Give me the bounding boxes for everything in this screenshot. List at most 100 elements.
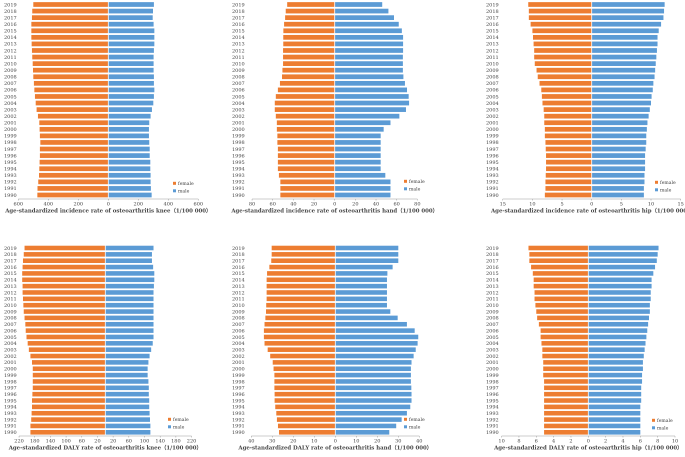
year-label: 1993	[232, 173, 245, 179]
male-bar	[334, 179, 391, 185]
female-bar	[39, 153, 109, 158]
x-axis-title: Age-standardized DALY rate of osteoarthr…	[237, 444, 432, 452]
year-label: 2005	[4, 335, 17, 341]
legend-swatch-male	[652, 426, 655, 430]
male-bar	[335, 347, 416, 352]
male-bar	[591, 107, 650, 112]
female-bar	[32, 8, 109, 14]
male-bar	[105, 430, 151, 435]
year-label: 2001	[486, 121, 499, 127]
male-bar	[105, 385, 149, 391]
male-bar	[588, 430, 641, 435]
male-bar	[588, 277, 652, 283]
female-bar	[36, 107, 109, 112]
year-label: 1992	[232, 417, 245, 423]
year-label: 2015	[232, 29, 245, 35]
year-label: 2016	[4, 22, 17, 28]
female-bar	[22, 296, 106, 302]
year-label: 2000	[4, 367, 17, 373]
year-label: 1991	[486, 424, 499, 430]
male-bar	[108, 159, 151, 165]
male-bar	[108, 15, 153, 21]
chart-2: 1990199119921993199419951996199719981999…	[230, 1, 438, 215]
male-bar	[591, 74, 655, 80]
female-bar	[532, 34, 592, 40]
male-bar	[334, 94, 409, 99]
x-tick-label: 180	[30, 439, 40, 445]
year-label: 2000	[486, 367, 499, 373]
male-bar	[591, 28, 659, 34]
male-bar	[591, 54, 657, 60]
year-label: 1995	[486, 160, 499, 166]
male-bar	[591, 113, 649, 119]
male-bar	[105, 360, 149, 365]
male-bar	[588, 379, 643, 384]
female-bar	[544, 417, 589, 422]
female-bar	[532, 28, 592, 34]
female-bar	[31, 417, 106, 422]
male-bar	[588, 423, 641, 429]
male-bar	[588, 341, 646, 346]
year-label: 2009	[232, 309, 245, 315]
male-bar	[588, 283, 652, 289]
x-tick-label: 20	[110, 439, 116, 445]
legend-label-male: male	[409, 186, 421, 192]
female-bar	[534, 296, 589, 302]
year-label: 2003	[486, 107, 499, 113]
male-bar	[591, 61, 656, 66]
female-bar	[540, 328, 589, 333]
year-label: 2012	[486, 48, 499, 54]
year-label: 2017	[4, 15, 17, 21]
year-label: 1994	[4, 405, 17, 411]
male-bar	[335, 379, 411, 384]
female-bar	[26, 334, 106, 340]
male-bar	[591, 67, 656, 73]
x-tick-label: 4	[621, 439, 624, 445]
male-bar	[105, 379, 149, 384]
legend-label-male: male	[409, 424, 421, 430]
male-bar	[108, 67, 154, 73]
year-label: 2012	[232, 290, 245, 296]
male-bar	[108, 100, 154, 106]
year-label: 1990	[486, 193, 499, 199]
year-label: 2014	[486, 278, 499, 284]
female-bar	[545, 179, 592, 185]
female-bar	[534, 54, 592, 60]
male-bar	[105, 398, 150, 403]
female-bar	[33, 74, 109, 80]
male-bar	[105, 258, 152, 263]
x-axis-title: Age-standardized incidence rate of osteo…	[4, 207, 211, 215]
male-bar	[591, 87, 653, 93]
year-label: 1992	[486, 180, 499, 186]
female-bar	[31, 15, 109, 21]
female-bar	[545, 186, 592, 191]
male-bar	[335, 385, 412, 391]
year-label: 2013	[232, 42, 245, 48]
male-bar	[105, 252, 152, 257]
female-bar	[528, 15, 592, 21]
male-bar	[591, 8, 665, 14]
year-label: 2012	[4, 48, 17, 54]
male-bar	[334, 146, 381, 152]
year-label: 2011	[486, 55, 499, 61]
male-bar	[105, 296, 154, 302]
year-label: 2009	[486, 309, 499, 315]
year-label: 2001	[486, 360, 499, 366]
female-bar	[39, 172, 109, 178]
female-bar	[275, 404, 336, 410]
year-label: 2003	[232, 347, 245, 353]
female-bar	[37, 192, 109, 198]
female-bar	[31, 41, 109, 47]
female-bar	[34, 87, 109, 93]
year-label: 2010	[486, 61, 499, 67]
year-label: 1991	[232, 186, 245, 192]
male-bar	[334, 113, 400, 119]
male-bar	[108, 126, 149, 132]
female-bar	[266, 309, 336, 314]
x-tick-label: 60	[270, 202, 276, 208]
year-label: 2007	[486, 81, 499, 87]
female-bar	[541, 94, 592, 99]
female-bar	[35, 100, 109, 106]
female-bar	[537, 74, 592, 80]
year-label: 1994	[232, 167, 245, 173]
